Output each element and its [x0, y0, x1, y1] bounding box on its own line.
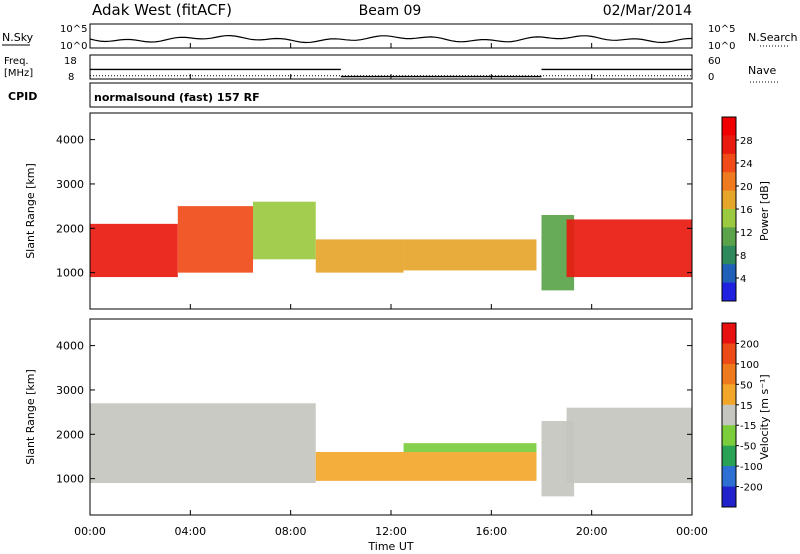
velocity-ytick-label: 1000: [56, 473, 84, 486]
x-tick-label: 20:00: [576, 525, 608, 538]
power-ytick-label: 1000: [56, 267, 84, 280]
velocity-y-axis-label: Slant Range [km]: [24, 369, 37, 465]
noise-sky-trace: [89, 34, 693, 44]
power-colorbar-tick-label: 4: [740, 274, 746, 285]
power-echo-region: [253, 201, 316, 260]
velocity-echo-region: [315, 452, 537, 481]
power-colorbar-segment: [722, 282, 736, 302]
power-colorbar: 4 8 12 16 20 24 28: [721, 116, 753, 302]
power-colorbar-tick-label: 20: [740, 182, 753, 193]
noise-sky-label: N.Sky: [2, 31, 34, 44]
cpid-label: CPID: [8, 90, 37, 103]
velocity-ytick-label: 3000: [56, 384, 84, 397]
velocity-colorbar-label: Velocity [m s⁻¹]: [758, 374, 771, 459]
power-echo-region: [403, 239, 537, 271]
power-colorbar-tick-label: 12: [740, 228, 753, 239]
x-tick-label: 12:00: [375, 525, 407, 538]
site-title: Adak West (fitACF): [92, 1, 232, 19]
velocity-echo-region: [90, 403, 316, 484]
velocity-colorbar-tick-label: 100: [740, 360, 759, 371]
power-colorbar-label: Power [dB]: [758, 181, 771, 241]
velocity-colorbar-tick-label: 200: [740, 339, 759, 350]
noise-search-label: N.Search: [748, 31, 798, 44]
velocity-y-ticks: 1000 2000 3000 4000: [56, 340, 692, 486]
power-colorbar-segment: [722, 209, 736, 228]
velocity-colorbar-segment: [722, 404, 736, 426]
velocity-colorbar-segment: [722, 384, 736, 406]
power-echo-region: [315, 239, 404, 273]
power-y-ticks: 1000 2000 3000 4000: [56, 134, 692, 280]
freq-label: Freq.: [4, 56, 29, 67]
x-tick-label: 00:00: [74, 525, 106, 538]
power-colorbar-segment: [722, 135, 736, 155]
x-tick-label: 16:00: [475, 525, 507, 538]
velocity-colorbar-segment: [722, 466, 736, 488]
power-colorbar-tick-label: 8: [740, 251, 746, 262]
velocity-colorbar-segment: [722, 486, 736, 508]
velocity-colorbar-segment: [722, 323, 736, 344]
velocity-colorbar-segment: [722, 445, 736, 467]
power-colorbar-segment: [722, 117, 736, 136]
beam-title: Beam 09: [359, 3, 422, 19]
x-tick-label: 00:00: [676, 525, 708, 538]
velocity-colorbar-tick-label: 50: [740, 380, 753, 391]
x-tick-label: 08:00: [275, 525, 307, 538]
power-colorbar-segment: [722, 245, 736, 265]
power-ytick-label: 2000: [56, 222, 84, 235]
x-axis-ticks: 00:00 04:00 08:00 12:00 16:00 20:00 00:00: [74, 43, 708, 538]
power-y-axis-label: Slant Range [km]: [24, 163, 37, 259]
power-ytick-label: 4000: [56, 134, 84, 147]
data-layer: [89, 34, 693, 497]
velocity-colorbar-tick-label: -15: [740, 421, 756, 432]
velocity-echo-region: [403, 443, 537, 453]
nave-tick-top: 60: [708, 56, 721, 67]
velocity-colorbar-tick-label: -50: [740, 442, 756, 453]
x-axis-label: Time UT: [367, 540, 413, 553]
date-title: 02/Mar/2014: [603, 3, 692, 19]
cpid-panel-frame: [89, 82, 693, 108]
power-colorbar-tick-label: 28: [740, 136, 753, 147]
velocity-colorbar-tick-label: -100: [740, 462, 763, 473]
velocity-colorbar-tick-label: -200: [740, 483, 763, 494]
velocity-colorbar-segment: [722, 363, 736, 385]
power-colorbar-segment: [722, 190, 736, 210]
velocity-colorbar-segment: [722, 343, 736, 365]
nave-label: Nave: [748, 64, 776, 77]
freq-unit: [MHz]: [4, 68, 33, 79]
power-ytick-label: 3000: [56, 178, 84, 191]
noise-left-tick-bottom: 10^0: [60, 41, 87, 52]
freq-tick-bottom: 8: [68, 72, 74, 83]
noise-right-tick-top: 10^5: [708, 24, 735, 35]
velocity-ytick-label: 4000: [56, 340, 84, 353]
power-colorbar-segment: [722, 153, 736, 173]
power-echo-region: [90, 223, 178, 278]
noise-right-tick-bottom: 10^0: [708, 41, 735, 52]
power-colorbar-tick-label: 24: [740, 159, 753, 170]
velocity-echo-region: [566, 407, 692, 484]
power-echo-region: [177, 206, 254, 273]
velocity-ytick-label: 2000: [56, 428, 84, 441]
power-echo-region: [566, 219, 692, 278]
x-tick-label: 04:00: [174, 525, 206, 538]
power-colorbar-segment: [722, 227, 736, 247]
cpid-program: normalsound (fast) 157 RF: [94, 91, 260, 104]
noise-left-tick-top: 10^5: [60, 24, 87, 35]
velocity-colorbar-segment: [722, 425, 736, 447]
velocity-colorbar-frame: [721, 322, 737, 508]
power-colorbar-segment: [722, 264, 736, 284]
velocity-colorbar: 200 100 50 15 -15 -50 -100 -200: [721, 322, 763, 508]
velocity-colorbar-tick-label: 15: [740, 401, 753, 412]
power-colorbar-segment: [722, 172, 736, 192]
freq-tick-top: 18: [64, 56, 77, 67]
nave-tick-bottom: 0: [708, 72, 714, 83]
power-colorbar-tick-label: 16: [740, 205, 753, 216]
